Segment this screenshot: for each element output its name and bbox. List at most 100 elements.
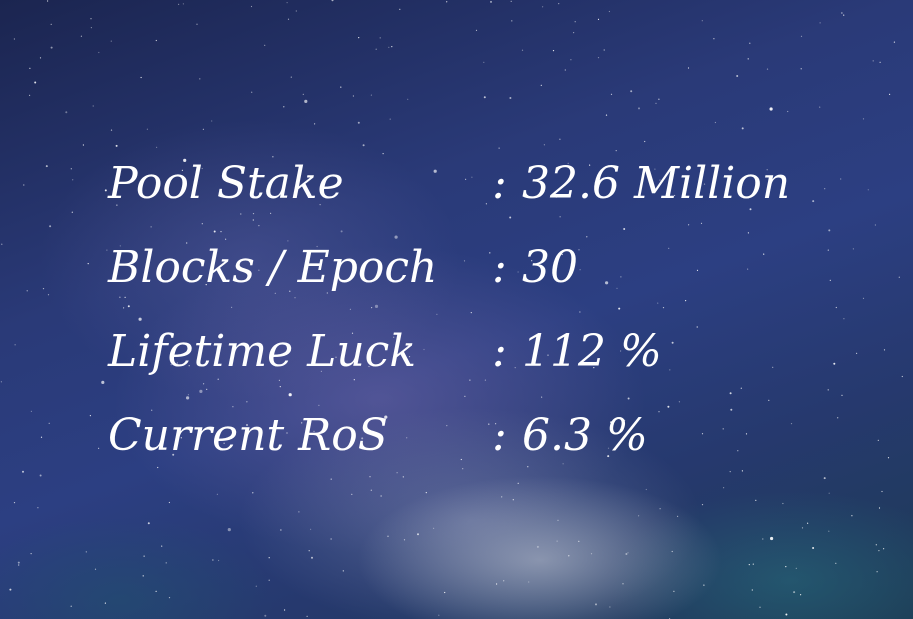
star bbox=[406, 437, 408, 439]
star bbox=[623, 228, 626, 230]
star bbox=[593, 367, 595, 369]
star bbox=[331, 0, 334, 2]
star bbox=[835, 306, 837, 309]
star bbox=[841, 12, 843, 14]
star bbox=[785, 566, 787, 568]
star bbox=[260, 440, 262, 442]
star bbox=[540, 84, 542, 86]
star bbox=[772, 366, 774, 368]
star bbox=[574, 21, 576, 23]
star bbox=[610, 421, 613, 424]
star bbox=[898, 276, 900, 278]
star bbox=[438, 614, 440, 616]
star bbox=[318, 404, 320, 406]
star bbox=[795, 567, 797, 570]
star bbox=[433, 169, 437, 173]
star bbox=[362, 144, 365, 147]
star bbox=[875, 544, 877, 546]
star bbox=[368, 365, 370, 368]
star bbox=[375, 48, 377, 50]
star bbox=[252, 492, 254, 494]
star bbox=[201, 223, 203, 225]
star bbox=[687, 67, 690, 69]
star bbox=[490, 0, 492, 3]
star bbox=[543, 144, 546, 146]
star bbox=[714, 121, 717, 124]
star bbox=[883, 548, 885, 550]
star bbox=[749, 208, 752, 211]
star bbox=[671, 550, 673, 553]
star bbox=[29, 67, 31, 69]
star bbox=[597, 57, 600, 59]
star bbox=[17, 561, 20, 564]
star bbox=[827, 389, 829, 391]
star bbox=[101, 380, 105, 384]
star bbox=[685, 300, 687, 302]
star bbox=[630, 90, 633, 93]
star bbox=[370, 489, 372, 491]
star bbox=[138, 317, 142, 321]
star bbox=[624, 419, 626, 421]
star bbox=[747, 268, 749, 270]
star bbox=[879, 61, 881, 63]
star bbox=[763, 253, 765, 255]
star bbox=[369, 476, 371, 478]
star bbox=[396, 472, 398, 474]
star bbox=[741, 470, 744, 472]
star bbox=[425, 492, 427, 494]
star bbox=[335, 356, 337, 358]
star bbox=[29, 94, 31, 96]
star bbox=[216, 493, 218, 495]
star bbox=[264, 44, 266, 46]
star bbox=[187, 352, 189, 355]
star bbox=[142, 575, 144, 577]
star bbox=[90, 18, 92, 20]
star bbox=[579, 311, 581, 313]
stat-value-lifetime-luck: 112 % bbox=[522, 326, 662, 377]
star bbox=[700, 222, 703, 224]
star bbox=[119, 296, 121, 298]
star bbox=[769, 107, 773, 111]
stat-label-lifetime-luck: Lifetime Luck bbox=[108, 326, 416, 377]
star bbox=[402, 476, 404, 478]
star bbox=[578, 249, 580, 251]
star bbox=[114, 360, 116, 362]
star bbox=[840, 178, 842, 180]
star bbox=[48, 422, 50, 424]
star bbox=[616, 287, 618, 289]
star bbox=[688, 224, 690, 226]
star bbox=[403, 353, 405, 355]
star bbox=[116, 204, 118, 206]
star bbox=[104, 189, 107, 192]
star bbox=[740, 387, 742, 389]
star bbox=[747, 58, 749, 60]
star bbox=[201, 167, 203, 170]
star bbox=[573, 31, 575, 34]
star bbox=[499, 363, 502, 366]
star bbox=[270, 212, 272, 214]
star bbox=[678, 401, 681, 403]
star bbox=[512, 499, 514, 501]
star bbox=[408, 356, 411, 358]
star bbox=[358, 37, 360, 39]
star bbox=[511, 20, 513, 22]
star bbox=[759, 606, 761, 608]
star bbox=[488, 423, 490, 425]
star bbox=[833, 362, 836, 365]
star bbox=[14, 344, 16, 346]
star bbox=[290, 76, 292, 78]
star bbox=[561, 253, 563, 256]
star bbox=[250, 5, 253, 8]
star bbox=[483, 96, 486, 99]
star bbox=[251, 91, 253, 93]
star bbox=[287, 18, 290, 20]
star bbox=[570, 59, 572, 61]
star bbox=[146, 128, 148, 130]
star bbox=[168, 597, 171, 599]
star bbox=[657, 302, 659, 304]
star bbox=[252, 219, 254, 221]
star bbox=[856, 352, 858, 354]
star bbox=[883, 349, 886, 351]
star bbox=[423, 348, 425, 351]
